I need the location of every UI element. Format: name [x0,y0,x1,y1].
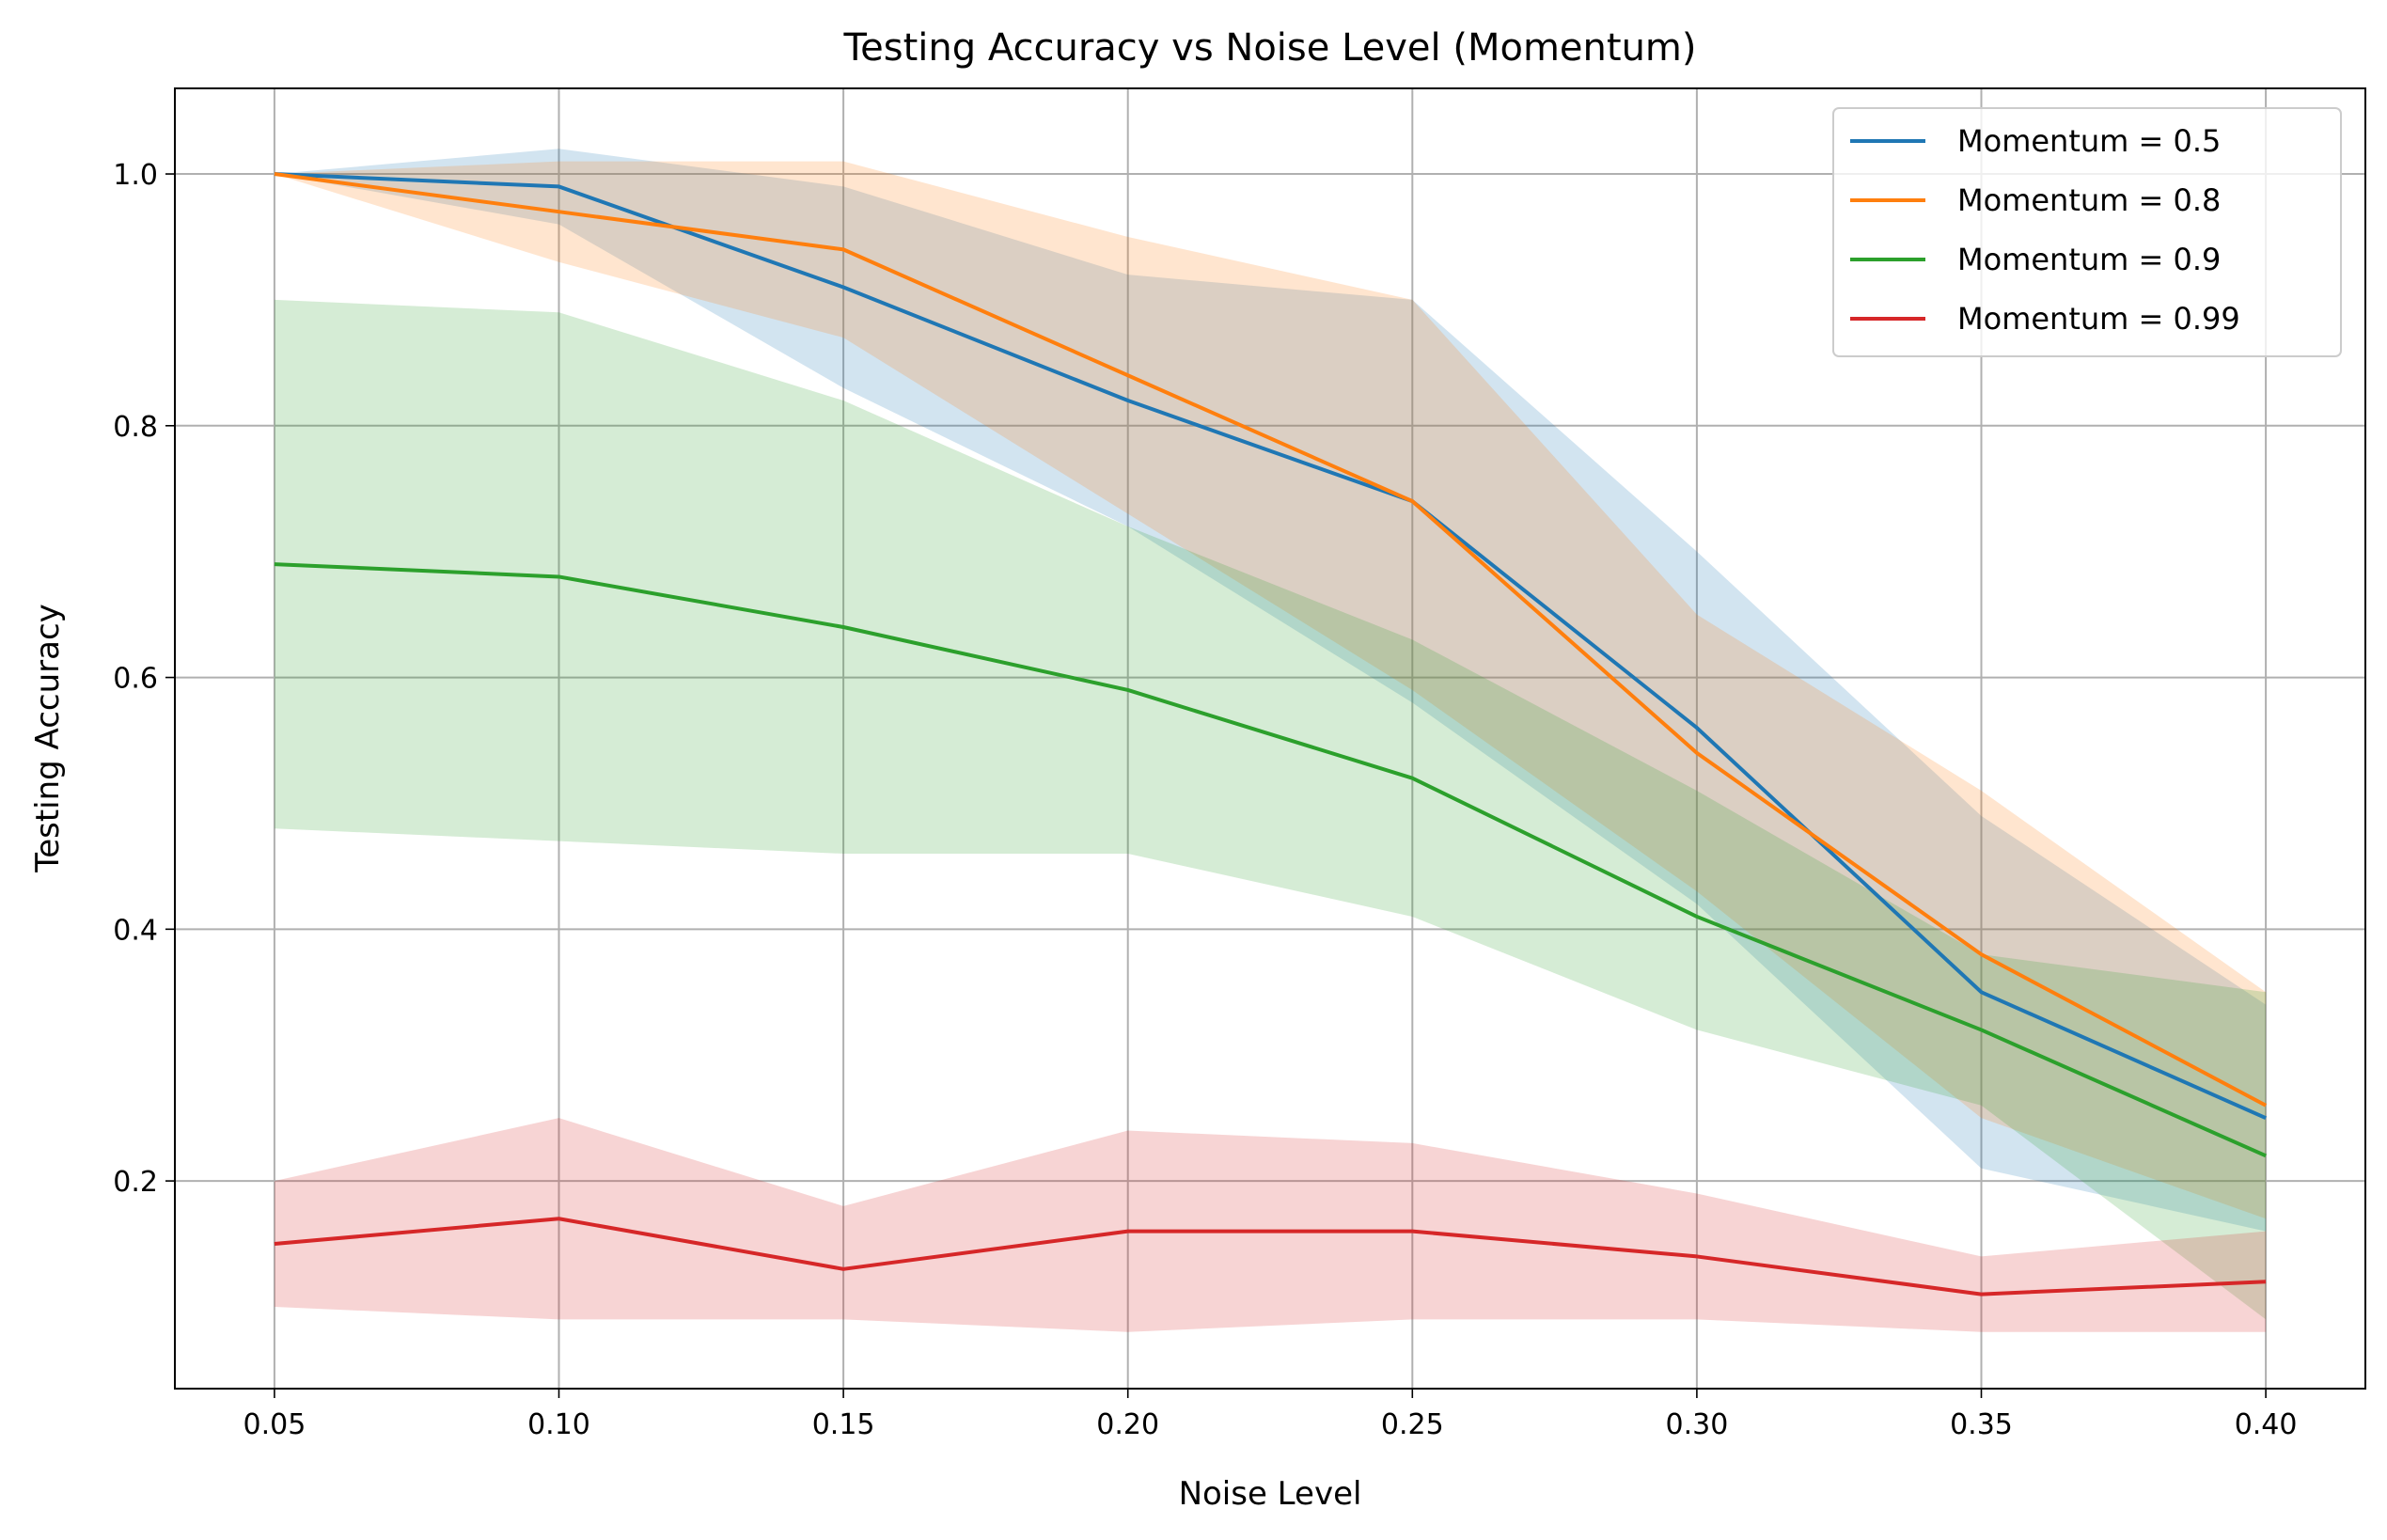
confidence-band-series-2 [274,161,2267,1219]
legend-label: Momentum = 0.5 [1957,123,2221,159]
x-tick-label: 0.15 [812,1408,875,1441]
x-tick-label: 0.30 [1665,1408,1728,1441]
legend-label: Momentum = 0.99 [1957,301,2240,337]
series-line-3 [274,562,2267,1158]
x-tick-label: 0.20 [1096,1408,1159,1441]
x-axis-label: Noise Level [1179,1475,1362,1513]
chart-title: Testing Accuracy vs Noise Level (Momentu… [843,26,1697,70]
y-tick-label: 0.8 [113,411,158,444]
x-tick-label: 0.35 [1950,1408,2013,1441]
legend-box [1832,107,2342,357]
y-axis-ticks: 0.2 0.4 0.6 0.8 1.0 [113,159,175,1199]
series-line-2 [274,172,2268,1108]
x-tick-label: 0.25 [1381,1408,1444,1441]
confidence-bands [274,149,2267,1332]
legend-label: Momentum = 0.9 [1957,242,2221,277]
plot-frame [174,87,2366,1390]
x-tick-label: 0.05 [243,1408,306,1441]
x-tick-label: 0.40 [2235,1408,2298,1441]
legend: Momentum = 0.5 Momentum = 0.8 Momentum = 0… [1832,107,2342,357]
y-tick-label: 0.6 [113,663,158,696]
series-line-1 [274,172,2267,1120]
y-tick-label: 1.0 [113,159,158,192]
y-tick-label: 0.4 [113,914,158,947]
y-tick-label: 0.2 [113,1166,158,1199]
x-axis-ticks: 0.05 0.10 0.15 0.20 0.25 0.30 0.35 0.40 [243,1389,2298,1441]
y-axis-label: Testing Accuracy [29,604,67,873]
confidence-band-series-3 [274,299,2267,1320]
series-lines [274,172,2268,1296]
confidence-band-series-4 [274,1118,2267,1332]
series-line-4 [274,1217,2267,1296]
legend-label: Momentum = 0.8 [1957,182,2221,218]
confidence-band-series-1 [274,149,2267,1232]
x-tick-label: 0.10 [527,1408,590,1441]
